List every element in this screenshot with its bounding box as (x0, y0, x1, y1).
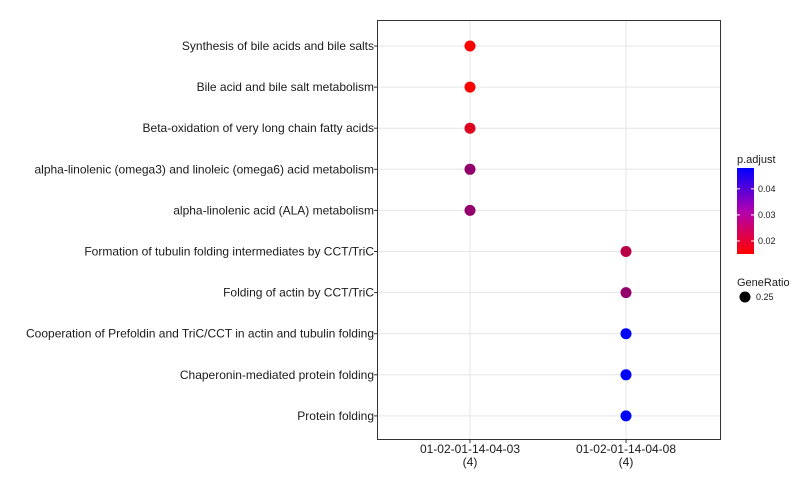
y-tick-label: Synthesis of bile acids and bile salts (182, 39, 374, 53)
y-tick-label: alpha-linolenic acid (ALA) metabolism (173, 203, 374, 217)
x-tick-label: 01-02-01-14-04-03 (420, 442, 520, 456)
data-point (620, 328, 632, 340)
y-tick-label: Beta-oxidation of very long chain fatty … (143, 121, 374, 135)
grid-lines (378, 21, 720, 439)
color-legend-tick-label: 0.02 (758, 236, 776, 246)
y-axis: Synthesis of bile acids and bile salts Bi… (26, 39, 378, 423)
y-tick-label: Protein folding (297, 409, 374, 423)
plot-panel-border (377, 20, 721, 440)
data-point (464, 204, 476, 216)
data-point (464, 163, 476, 175)
y-tick-label: Chaperonin-mediated protein folding (180, 368, 374, 382)
size-legend: GeneRatio 0.25 (737, 277, 790, 303)
color-legend-title: p.adjust (737, 154, 776, 166)
color-legend-bar (737, 168, 754, 254)
x-tick-label-count: (4) (619, 455, 634, 469)
data-point (620, 410, 632, 422)
y-tick-label: Folding of actin by CCT/TriC (223, 286, 374, 300)
y-tick-label: Cooperation of Prefoldin and TriC/CCT in… (26, 327, 374, 341)
color-legend-tick-label: 0.03 (758, 210, 776, 220)
data-points (464, 40, 632, 422)
y-tick-label: Formation of tubulin folding intermediat… (84, 245, 374, 259)
y-tick-label: alpha-linolenic (omega3) and linoleic (o… (34, 162, 374, 176)
size-legend-dot (739, 291, 751, 303)
data-point (464, 81, 476, 93)
color-legend-tick-label: 0.04 (758, 184, 776, 194)
color-legend: p.adjust 0.04 0.03 0.02 (737, 154, 776, 254)
size-legend-label: 0.25 (756, 292, 774, 302)
x-tick-label-count: (4) (463, 455, 478, 469)
size-legend-title: GeneRatio (737, 277, 790, 289)
data-point (620, 287, 632, 299)
y-tick-label: Bile acid and bile salt metabolism (197, 80, 374, 94)
x-tick-label: 01-02-01-14-04-08 (576, 442, 676, 456)
x-axis: 01-02-01-14-04-03(4)01-02-01-14-04-08(4) (420, 439, 676, 469)
data-point (464, 122, 476, 134)
color-legend-ticks: 0.04 0.03 0.02 (737, 184, 776, 246)
data-point (620, 369, 632, 381)
data-point (620, 246, 632, 257)
data-point (464, 40, 476, 52)
